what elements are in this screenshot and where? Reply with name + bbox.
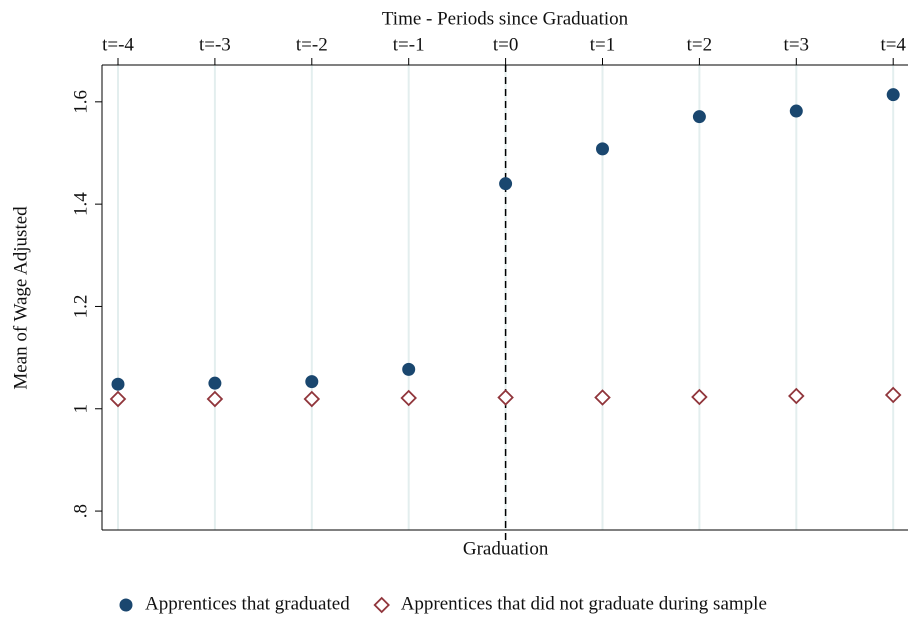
point (497, 389, 514, 406)
legend-label: Apprentices that did not graduate during… (401, 593, 767, 614)
point (499, 177, 513, 191)
x-tick-label: t=-1 (393, 34, 425, 55)
point (789, 104, 803, 118)
x-tick-label: t=-2 (296, 34, 328, 55)
legend-label: Apprentices that graduated (145, 593, 350, 614)
point (594, 389, 611, 406)
x-tick-label: t=2 (687, 34, 713, 55)
point (208, 376, 222, 390)
point (109, 390, 127, 408)
x-tick-label: t=3 (784, 34, 810, 55)
y-tick-label: .8 (70, 504, 91, 518)
point (400, 389, 417, 407)
x-tick-label: t=-4 (102, 34, 134, 55)
point (884, 386, 902, 404)
reference-label: Graduation (463, 538, 549, 559)
point (691, 388, 708, 406)
legend-marker (119, 598, 133, 612)
y-tick-label: 1 (70, 404, 91, 414)
y-tick-label: 1.4 (70, 192, 91, 216)
point (596, 142, 609, 156)
y-tick-label: 1.2 (70, 295, 91, 319)
x-axis-title: Time - Periods since Graduation (382, 8, 629, 29)
x-tick-label: t=0 (493, 34, 519, 55)
legend-marker (373, 596, 390, 614)
y-axis-title: Mean of Wage Adjusted (10, 206, 31, 390)
point (788, 387, 805, 405)
point (692, 110, 706, 124)
point (886, 88, 900, 102)
point (303, 390, 321, 408)
point (305, 375, 319, 389)
point (111, 377, 125, 391)
y-tick-label: 1.6 (70, 90, 91, 114)
x-tick-label: t=4 (880, 34, 906, 55)
x-tick-label: t=-3 (199, 34, 231, 55)
x-tick-label: t=1 (590, 34, 616, 55)
point (402, 362, 416, 376)
point (206, 390, 224, 408)
